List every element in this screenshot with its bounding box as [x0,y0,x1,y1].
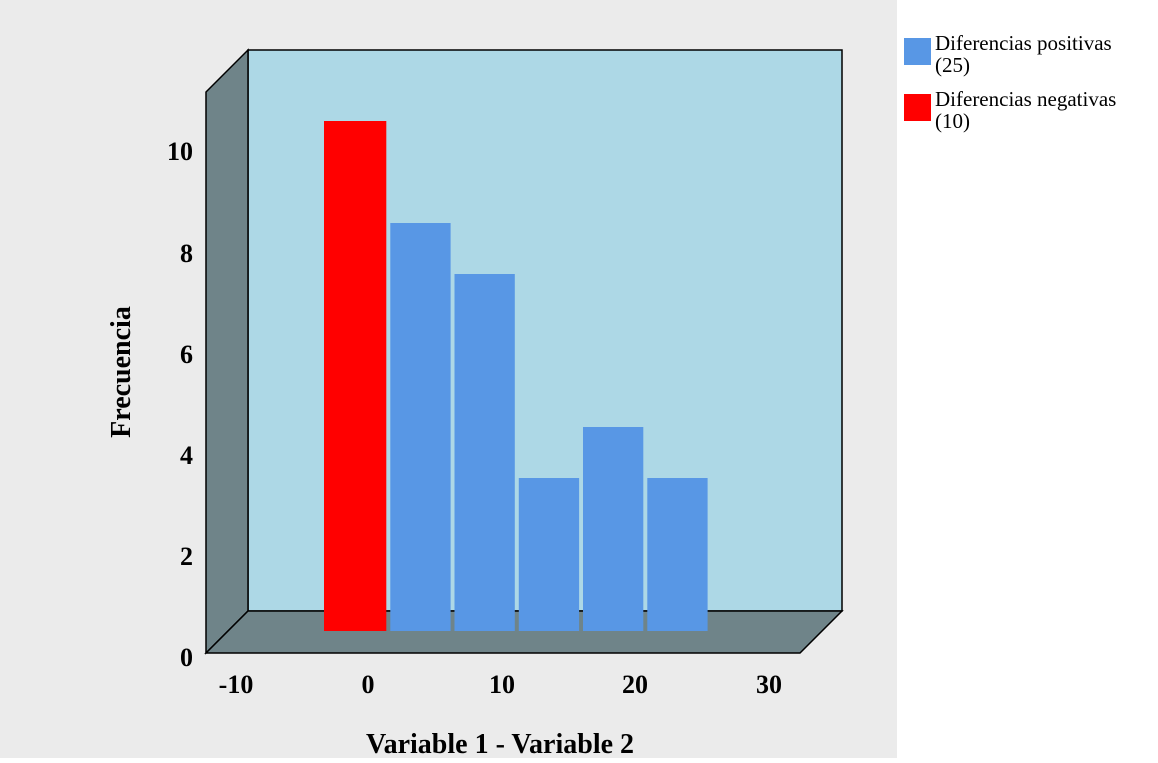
legend-label-neg-0: Diferencias negativas [935,87,1116,111]
bar-pos-3 [583,427,644,631]
x-axis-title: Variable 1 - Variable 2 [366,729,634,758]
y-axis-ticks: 0 2 4 6 8 10 [167,137,193,672]
bar-pos-4 [647,478,708,631]
x-tick-label-0: -10 [219,670,254,699]
x-tick-label-1: 0 [362,670,375,699]
x-tick-label-4: 30 [756,670,782,699]
legend-label-pos-1: (25) [935,53,970,77]
bar-pos-0 [390,223,451,631]
y-tick-label-3: 6 [180,340,193,369]
y-tick-label-4: 8 [180,239,193,268]
y-tick-label-1: 2 [180,542,193,571]
y-tick-label-5: 10 [167,137,193,166]
legend-label-neg-1: (10) [935,109,970,133]
y-tick-label-0: 0 [180,643,193,672]
bar-neg-0 [324,121,387,631]
x-tick-label-2: 10 [489,670,515,699]
bar-pos-2 [518,478,580,631]
bar-pos-1 [454,274,515,631]
plot-left-wall [205,48,249,655]
y-axis-title: Frecuencia [106,306,137,438]
legend-swatch-neg [904,94,931,121]
legend: Diferencias positivas(25) Diferencias neg… [904,31,1116,133]
x-tick-label-3: 20 [622,670,648,699]
legend-swatch-pos [904,38,931,65]
legend-label-pos-0: Diferencias positivas [935,31,1112,55]
x-axis-ticks: -10 0 10 20 30 [219,670,782,699]
y-tick-label-2: 4 [180,441,193,470]
bars-group [324,121,708,631]
